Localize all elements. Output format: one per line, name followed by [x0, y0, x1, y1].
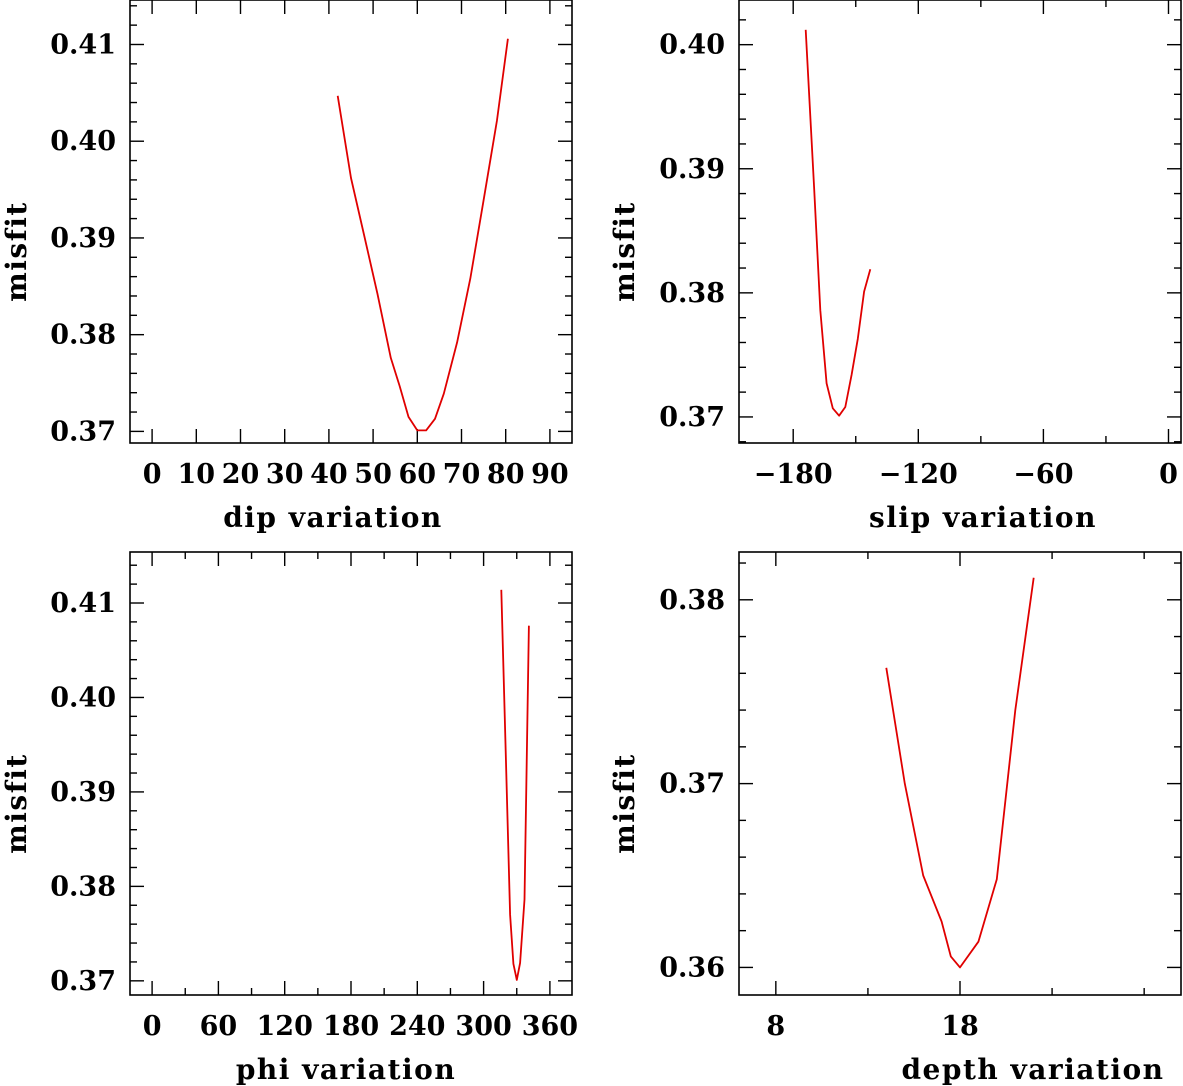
- x-axis-label: slip variation: [869, 501, 1097, 534]
- x-tick-label: 90: [531, 459, 569, 490]
- y-tick-label: 0.37: [50, 416, 116, 447]
- x-tick-label: 0: [1159, 459, 1178, 490]
- y-tick-label: 0.38: [50, 871, 116, 902]
- x-tick-label: −180: [754, 459, 833, 490]
- y-axis-label: misfit: [608, 201, 641, 302]
- x-tick-label: 8: [766, 1011, 785, 1042]
- x-tick-label: 50: [354, 459, 392, 490]
- plot-frame: [738, 0, 1182, 444]
- x-tick-label: −120: [879, 459, 958, 490]
- y-axis-label: misfit: [608, 753, 641, 854]
- plot-frame: [738, 551, 1182, 996]
- x-tick-label: 360: [522, 1011, 578, 1042]
- y-tick-label: 0.37: [50, 966, 116, 997]
- y-tick-label: 0.40: [50, 126, 116, 157]
- y-tick-label: 0.38: [659, 278, 725, 309]
- panel-dip-variation: 0 10 20 30 40 50 60 70 80 90 0.37 0.38 0.39 0.40 0.41 d…: [0, 0, 573, 534]
- x-tick-label: 60: [200, 1011, 238, 1042]
- x-tick-label: 30: [266, 459, 304, 490]
- x-tick-label: 10: [178, 459, 216, 490]
- x-tick-label: 70: [443, 459, 481, 490]
- panel-phi-variation: 0 60 120 180 240 300 360 0.37 0.38 0.39 0.40 0.41 ph…: [0, 551, 578, 1086]
- x-tick-label: 240: [389, 1011, 445, 1042]
- y-tick-label: 0.39: [659, 154, 725, 185]
- x-axis-label: depth variation: [901, 1053, 1164, 1086]
- x-tick-label: 80: [487, 459, 525, 490]
- y-tick-label: 0.41: [50, 29, 116, 60]
- y-tick-label: 0.40: [659, 30, 725, 61]
- x-tick-label: 0: [143, 1011, 162, 1042]
- panel-slip-variation: −180 −120 −60 0 0.37 0.38 0.39 0.40 slip variati…: [608, 0, 1182, 534]
- x-tick-label: −60: [1013, 459, 1073, 490]
- y-tick-label: 0.41: [50, 588, 116, 619]
- y-tick-label: 0.39: [50, 777, 116, 808]
- series-line-slip: [804, 29, 872, 417]
- y-tick-label: 0.37: [659, 769, 725, 800]
- series-line-dip: [336, 38, 509, 432]
- y-tick-label: 0.39: [50, 223, 116, 254]
- y-tick-label: 0.38: [659, 585, 725, 616]
- y-tick-label: 0.37: [659, 402, 725, 433]
- series-line-depth: [885, 577, 1035, 969]
- y-tick-label: 0.40: [50, 682, 116, 713]
- x-tick-label: 20: [222, 459, 260, 490]
- y-axis-label: misfit: [0, 201, 33, 302]
- y-tick-label: 0.38: [50, 320, 116, 351]
- x-tick-label: 40: [310, 459, 348, 490]
- x-tick-label: 18: [941, 1011, 979, 1042]
- plot-frame: [129, 0, 573, 444]
- x-tick-label: 180: [323, 1011, 379, 1042]
- panel-depth-variation: 8 18 0.36 0.37 0.38 depth variation misfit: [608, 551, 1182, 1086]
- x-tick-label: 120: [257, 1011, 313, 1042]
- series-line-phi: [500, 589, 530, 981]
- x-tick-label: 0: [143, 459, 162, 490]
- x-tick-label: 300: [455, 1011, 511, 1042]
- y-tick-label: 0.36: [659, 952, 725, 983]
- x-tick-label: 60: [399, 459, 437, 490]
- y-axis-label: misfit: [0, 753, 33, 854]
- x-axis-label: dip variation: [223, 501, 443, 534]
- x-axis-label: phi variation: [236, 1053, 456, 1086]
